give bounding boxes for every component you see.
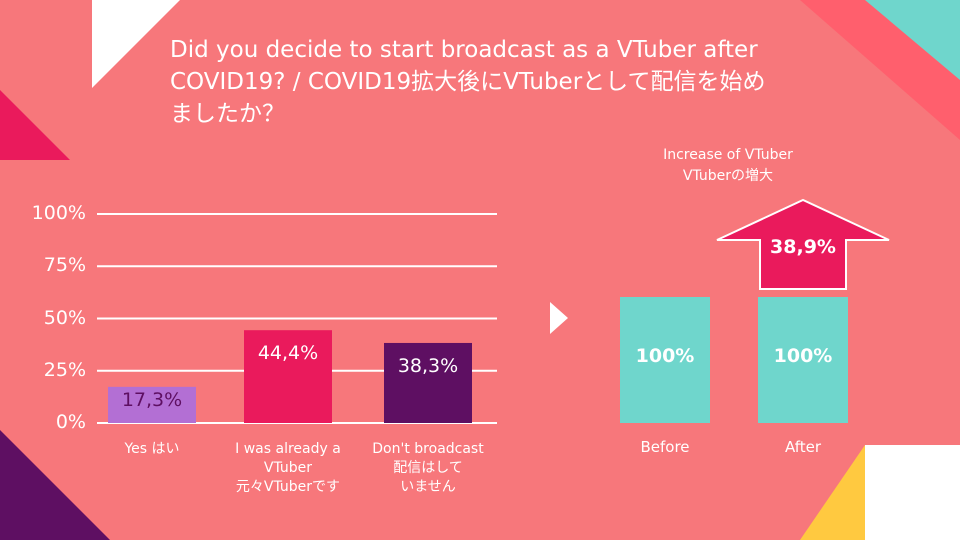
y-tick-label: 50% — [43, 306, 86, 329]
deco — [865, 445, 960, 540]
value-label: 100% — [773, 345, 833, 367]
value-label: 100% — [635, 345, 695, 367]
y-tick-label: 25% — [43, 358, 86, 381]
increase-arrow — [716, 198, 890, 290]
deco — [0, 90, 70, 160]
deco — [865, 0, 960, 80]
value-label: 38,3% — [397, 354, 459, 377]
deco — [0, 430, 110, 540]
bar — [758, 297, 848, 423]
x-tick-label: Before — [640, 438, 690, 456]
y-tick-label: 0% — [55, 411, 86, 433]
x-tick-label: Yes はい — [124, 441, 180, 457]
value-label: 17,3% — [121, 388, 183, 411]
y-tick-label: 100% — [31, 202, 86, 224]
bar — [384, 342, 472, 423]
deco — [800, 445, 865, 540]
x-tick-label: After — [784, 438, 822, 456]
deco — [92, 0, 180, 88]
deco — [550, 302, 568, 334]
bar — [244, 330, 332, 423]
bar — [620, 297, 710, 423]
x-tick-label: Don't broadcast 配信はして いません — [372, 441, 484, 495]
bar — [108, 386, 196, 423]
increase-label: 38,9% — [770, 235, 836, 258]
value-label: 44,4% — [257, 342, 319, 365]
title: Did you decide to start broadcast as a V… — [170, 37, 766, 127]
y-tick-label: 75% — [43, 254, 86, 277]
annotation: Increase of VTuber VTuberの増大 — [663, 146, 793, 184]
x-tick-label: I was already a VTuber 元々VTuberです — [235, 441, 341, 495]
